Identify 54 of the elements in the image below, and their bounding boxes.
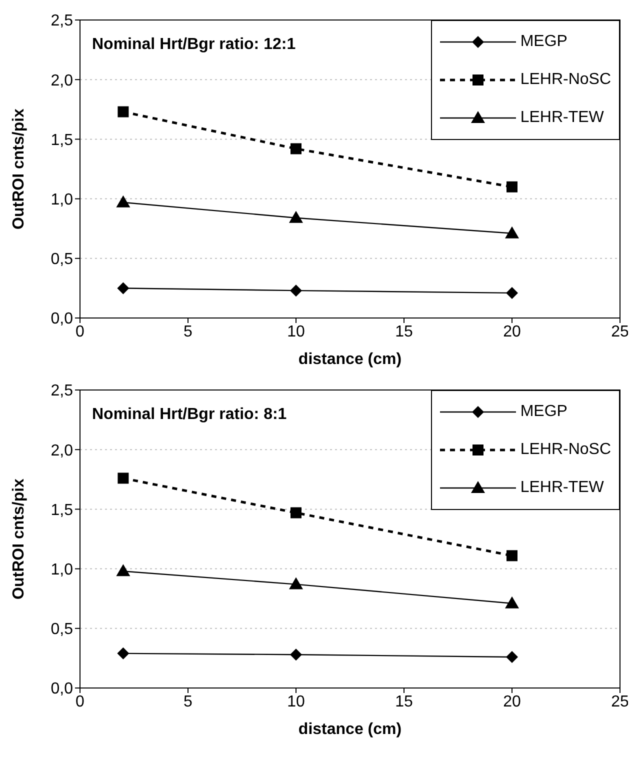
legend-label: MEGP bbox=[520, 403, 568, 421]
y-tick-label: 2,0 bbox=[50, 72, 74, 90]
text: Nominal Hrt/Bgr ratio: 8:1 bbox=[92, 406, 287, 424]
y-tick-label: 2,5 bbox=[50, 12, 74, 30]
y-tick-label: 0,5 bbox=[50, 251, 74, 268]
y-tick-label: 2,5 bbox=[50, 382, 74, 400]
point bbox=[289, 577, 303, 590]
point bbox=[505, 596, 519, 608]
point bbox=[289, 210, 303, 223]
y-tick-label: 1,0 bbox=[50, 191, 74, 208]
y-tick-label: 1,0 bbox=[50, 561, 74, 578]
legend-label: LEHR-TEW bbox=[520, 109, 604, 127]
point bbox=[506, 286, 518, 299]
x-tick-label: 15 bbox=[395, 693, 413, 710]
x-tick-label: 0 bbox=[76, 323, 85, 340]
point bbox=[117, 647, 130, 660]
x-tick-label: 10 bbox=[287, 693, 305, 710]
x-tick-label: 5 bbox=[184, 323, 193, 340]
y-axis-title: OutROI cnts/pix bbox=[10, 478, 28, 600]
legend-label: MEGP bbox=[520, 33, 568, 51]
y-axis-title: OutROI cnts/pix bbox=[10, 108, 28, 230]
y-tick-label: 2,0 bbox=[50, 442, 74, 460]
point bbox=[290, 507, 302, 518]
x-tick-label: 0 bbox=[76, 693, 85, 710]
point bbox=[118, 472, 129, 484]
y-tick-label: 1,5 bbox=[50, 132, 74, 149]
x-tick-label: 5 bbox=[184, 693, 193, 710]
x-tick-label: 25 bbox=[611, 693, 629, 710]
y-tick-label: 0,0 bbox=[50, 310, 74, 328]
x-tick-label: 20 bbox=[503, 323, 521, 340]
point bbox=[290, 648, 302, 661]
x-axis-title: distance (cm) bbox=[298, 351, 402, 368]
point bbox=[116, 564, 130, 576]
y-tick-label: 0,5 bbox=[50, 621, 74, 638]
x-tick-label: 20 bbox=[503, 693, 521, 710]
x-axis-title: distance (cm) bbox=[298, 721, 402, 738]
text: Nominal Hrt/Bgr ratio: 12:1 bbox=[92, 36, 296, 54]
point bbox=[506, 181, 518, 192]
point bbox=[118, 106, 129, 118]
legend-label: LEHR-TEW bbox=[520, 479, 604, 497]
x-tick-label: 10 bbox=[287, 323, 305, 340]
point bbox=[290, 143, 302, 154]
point bbox=[116, 195, 130, 208]
point bbox=[505, 226, 519, 238]
legend-label: LEHR-NoSC bbox=[520, 441, 611, 459]
point bbox=[290, 284, 302, 297]
point bbox=[506, 550, 518, 562]
point bbox=[117, 282, 130, 294]
point bbox=[506, 651, 518, 664]
legend-label: LEHR-NoSC bbox=[520, 71, 611, 89]
x-tick-label: 15 bbox=[395, 323, 413, 340]
x-tick-label: 25 bbox=[611, 323, 629, 340]
y-tick-label: 0,0 bbox=[50, 680, 74, 698]
y-tick-label: 1,5 bbox=[50, 502, 74, 519]
